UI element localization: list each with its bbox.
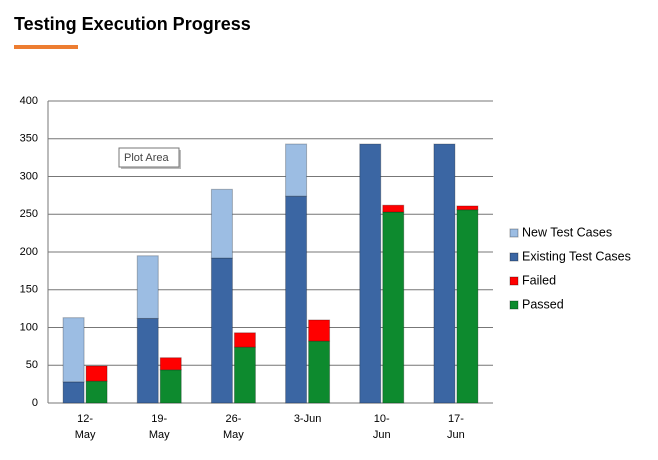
x-tick-label: 3-Jun [293, 413, 322, 425]
x-tick-label: 26-May [223, 413, 244, 441]
bar [456, 209, 479, 404]
tooltip-box [118, 147, 180, 168]
legend-swatch [509, 300, 519, 310]
bar [210, 257, 233, 404]
bar [85, 380, 108, 404]
bars [62, 143, 479, 404]
y-tick-label: 0 [32, 397, 38, 409]
legend-label: Existing Test Cases [522, 249, 631, 263]
bar [433, 143, 456, 404]
bar [62, 381, 85, 404]
chart-title: Testing Execution Progress [14, 14, 251, 34]
bar [233, 346, 256, 404]
legend: New Test Cases Existing Test Cases Failed P… [509, 225, 631, 311]
bar [210, 188, 233, 259]
y-tick-label: 350 [20, 133, 38, 145]
bar [159, 357, 182, 371]
y-tick-label: 100 [20, 321, 38, 333]
x-tick-label: 19-May [148, 413, 170, 441]
bar [308, 340, 331, 404]
legend-label: Passed [522, 297, 564, 311]
legend-swatch [509, 228, 519, 238]
x-tick-label: 10-Jun [372, 413, 391, 441]
x-tick-label: 12-May [74, 413, 96, 441]
legend-label: New Test Cases [522, 225, 612, 239]
bar [308, 319, 331, 342]
x-tick-label: 17-Jun [447, 413, 465, 441]
grid: 0 50 100 150 200 250 300 350 400 [20, 95, 493, 409]
legend-label: Failed [522, 273, 556, 287]
bar [359, 143, 382, 404]
bar [285, 143, 308, 197]
bar [382, 211, 405, 404]
tooltip-text: Plot Area [124, 152, 170, 164]
legend-swatch [509, 252, 519, 262]
title-underline [14, 45, 78, 49]
bar [382, 204, 405, 213]
y-tick-label: 200 [20, 246, 38, 258]
bar [159, 369, 182, 404]
bar [456, 205, 479, 211]
tooltip: Plot Area [118, 147, 181, 169]
bar [285, 195, 308, 404]
bar [233, 332, 256, 348]
y-tick-label: 150 [20, 284, 38, 296]
y-tick-label: 50 [26, 359, 38, 371]
bar [85, 365, 108, 382]
y-tick-label: 300 [20, 170, 38, 182]
bar [136, 317, 159, 404]
bar [62, 317, 85, 383]
y-tick-label: 400 [20, 95, 38, 107]
y-tick-label: 250 [20, 208, 38, 220]
bar [136, 255, 159, 319]
legend-swatch [509, 276, 519, 286]
